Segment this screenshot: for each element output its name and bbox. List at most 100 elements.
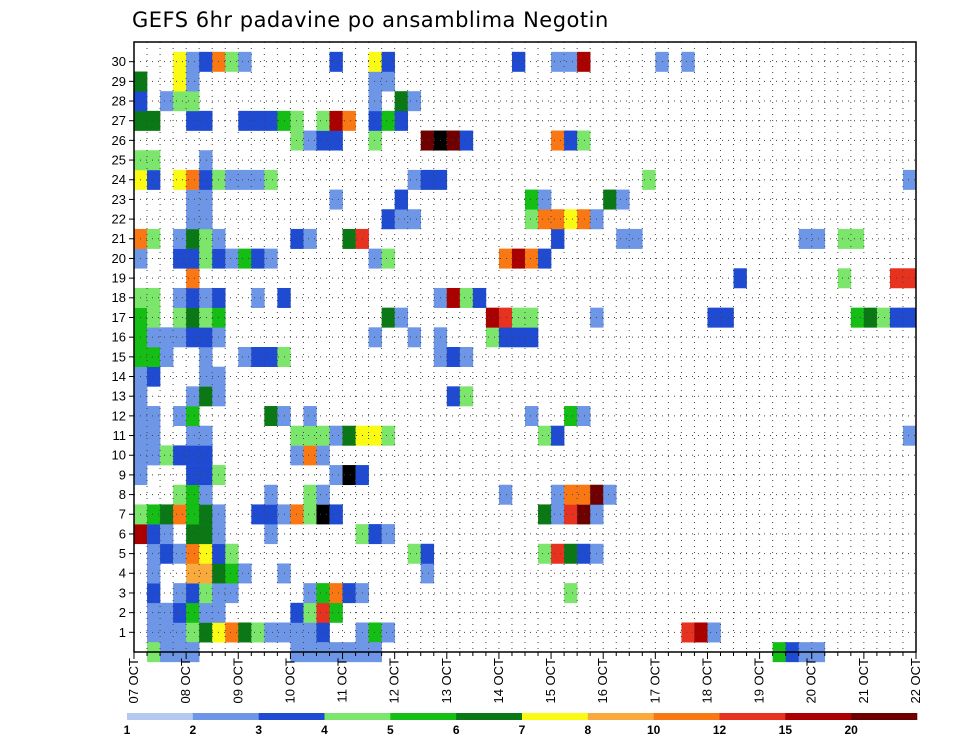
- heatmap-cell: [147, 583, 161, 604]
- y-tick-label: 25: [112, 153, 126, 168]
- heatmap-cell: [368, 622, 382, 643]
- x-tick-label: 08 OCT: [178, 658, 193, 704]
- colorbar-swatch: [390, 713, 457, 720]
- heatmap-cell: [551, 51, 565, 72]
- y-tick-label: 6: [119, 526, 126, 541]
- heatmap-cell: [147, 563, 161, 584]
- heatmap-cell: [902, 169, 917, 190]
- heatmap-cell: [290, 228, 304, 249]
- heatmap-cell: [199, 209, 213, 230]
- heatmap-cell: [381, 248, 395, 269]
- y-tick-label: 11: [113, 428, 127, 443]
- heatmap-cell: [238, 622, 252, 643]
- heatmap-cell: [186, 110, 200, 131]
- chart-title: GEFS 6hr padavine po ansamblima Negotin: [132, 8, 609, 32]
- heatmap-cell: [160, 524, 174, 545]
- heatmap-cell: [564, 130, 578, 151]
- colorbar-swatch: [522, 713, 589, 720]
- heatmap-cell: [186, 543, 200, 564]
- colorbar-label: 4: [321, 723, 328, 737]
- heatmap-cell: [681, 622, 695, 643]
- heatmap-cell: [199, 524, 213, 545]
- heatmap-cell: [459, 287, 474, 308]
- heatmap-cell: [420, 563, 435, 584]
- colorbar-swatch: [258, 713, 325, 720]
- heatmap-cell: [381, 524, 395, 545]
- heatmap-cell: [186, 209, 200, 230]
- heatmap-cell: [538, 425, 552, 446]
- heatmap-cell: [694, 622, 708, 643]
- heatmap-cell: [498, 248, 513, 269]
- heatmap-cell: [199, 602, 213, 623]
- heatmap-cell: [147, 524, 161, 545]
- x-tick-label: 11 OCT: [335, 658, 350, 703]
- heatmap-cell: [381, 622, 395, 643]
- colorbar-label: 3: [255, 723, 262, 737]
- heatmap-cell: [303, 622, 317, 643]
- heatmap-cell: [238, 563, 252, 584]
- heatmap-cell: [199, 150, 213, 171]
- y-tick-label: 9: [119, 467, 126, 482]
- heatmap-cell: [316, 110, 330, 131]
- heatmap-cell: [551, 425, 565, 446]
- heatmap-cell: [316, 425, 330, 446]
- heatmap-cell: [147, 110, 161, 131]
- heatmap-cell: [551, 209, 565, 230]
- heatmap-cell: [186, 465, 200, 486]
- heatmap-cell: [186, 445, 200, 466]
- heatmap-cell: [238, 248, 252, 269]
- heatmap-cell: [303, 130, 317, 151]
- heatmap-cell: [525, 248, 539, 269]
- x-tick-label: 14 OCT: [491, 658, 506, 704]
- heatmap-cell: [525, 327, 539, 348]
- heatmap-cell: [238, 51, 252, 72]
- heatmap-cell: [147, 287, 161, 308]
- heatmap-cell: [498, 484, 513, 505]
- colorbar-swatch: [192, 713, 259, 720]
- y-tick-label: 23: [112, 192, 126, 207]
- y-tick-label: 19: [112, 271, 126, 286]
- colorbar-swatch: [324, 713, 391, 720]
- heatmap-cell: [199, 622, 213, 643]
- heatmap-cell: [368, 91, 382, 112]
- heatmap-cell: [251, 248, 265, 269]
- heatmap-cell: [316, 445, 330, 466]
- heatmap-cell: [199, 366, 213, 387]
- heatmap-cell: [186, 228, 200, 249]
- colorbar-swatch: [456, 713, 523, 720]
- heatmap-cell: [186, 71, 200, 92]
- heatmap-cell: [394, 189, 408, 210]
- heatmap-cell: [603, 484, 617, 505]
- heatmap-cell: [577, 130, 591, 151]
- x-tick-label: 19 OCT: [752, 658, 767, 704]
- y-tick-label: 4: [119, 566, 126, 581]
- heatmap-cell: [642, 169, 656, 190]
- heatmap-cell: [564, 209, 578, 230]
- heatmap-cell: [707, 622, 721, 643]
- heatmap-cell: [173, 71, 187, 92]
- heatmap-cell: [446, 130, 461, 151]
- heatmap-cell: [186, 287, 200, 308]
- heatmap-cell: [199, 583, 213, 604]
- y-tick-label: 21: [112, 231, 126, 246]
- heatmap-cell: [342, 425, 356, 446]
- heatmap-cell: [186, 51, 200, 72]
- heatmap-cell: [290, 602, 304, 623]
- heatmap-cell: [264, 504, 278, 525]
- y-tick-label: 7: [119, 507, 126, 522]
- heatmap-cell: [160, 445, 174, 466]
- heatmap-cell: [186, 406, 200, 427]
- colorbar-label: 15: [779, 723, 793, 737]
- heatmap-cell: [902, 425, 917, 446]
- heatmap-cell: [498, 307, 513, 328]
- heatmap-cell: [173, 228, 187, 249]
- heatmap-cell: [577, 209, 591, 230]
- heatmap-cell: [264, 110, 278, 131]
- colorbar-label: 2: [189, 723, 196, 737]
- heatmap-cell: [564, 504, 578, 525]
- heatmap-cell: [225, 543, 239, 564]
- heatmap-cell: [225, 622, 239, 643]
- heatmap-cell: [577, 484, 591, 505]
- heatmap-cell: [538, 248, 552, 269]
- heatmap-cell: [199, 465, 213, 486]
